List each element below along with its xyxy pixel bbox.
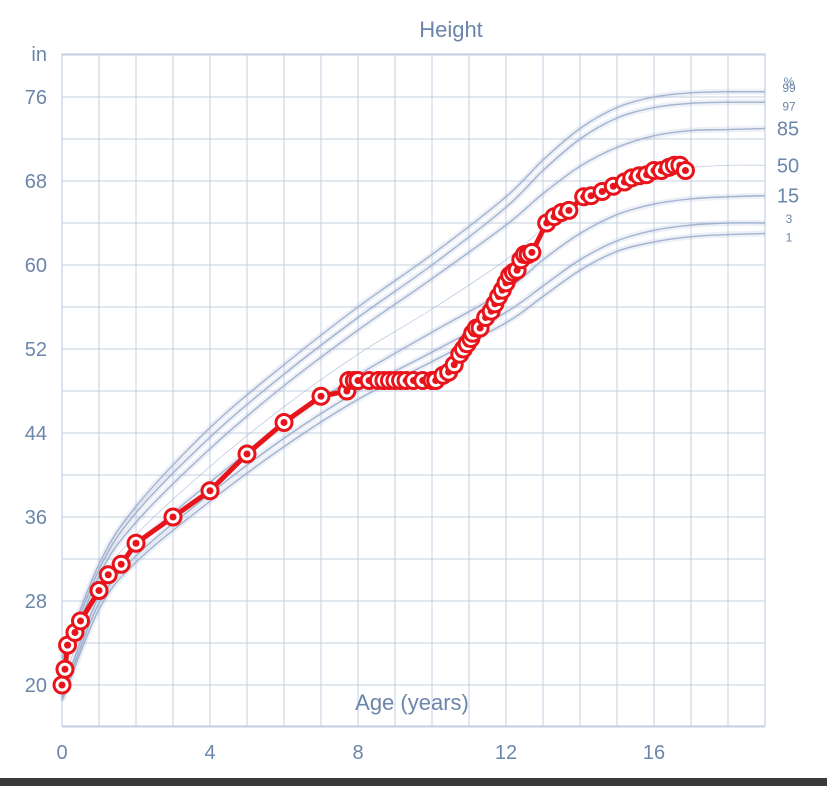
percentile-curve-97 bbox=[61, 101, 766, 665]
data-point-dot bbox=[77, 617, 84, 625]
data-point-dot bbox=[71, 629, 79, 636]
plot-frame bbox=[61, 53, 766, 727]
data-point-dot bbox=[58, 681, 66, 689]
chart-title: Height bbox=[419, 17, 483, 42]
data-point bbox=[274, 413, 294, 432]
x-tick-label: 16 bbox=[643, 742, 665, 764]
data-point-dot bbox=[169, 513, 177, 521]
data-point bbox=[71, 611, 90, 631]
data-point bbox=[89, 581, 109, 600]
percentile-label-99: 99 bbox=[782, 81, 796, 95]
data-point bbox=[52, 675, 72, 695]
percentile-band-85 bbox=[59, 125, 766, 673]
data-point-dot bbox=[61, 665, 69, 673]
data-point bbox=[200, 481, 220, 501]
y-tick-label: 36 bbox=[25, 507, 47, 529]
x-axis-title: Age (years) bbox=[355, 690, 469, 715]
percentile-label-3: 3 bbox=[786, 212, 793, 226]
grid bbox=[61, 53, 766, 728]
data-point-dot bbox=[317, 392, 325, 400]
x-tick-label: 12 bbox=[495, 742, 517, 764]
data-point-dot bbox=[450, 361, 458, 369]
data-point-dot bbox=[64, 641, 72, 649]
percentile-curve-85 bbox=[61, 127, 766, 672]
data-point-dot bbox=[104, 571, 112, 579]
data-point-dot bbox=[117, 560, 125, 568]
data-point-dot bbox=[528, 248, 536, 256]
data-point-dot bbox=[95, 587, 103, 594]
data-point bbox=[675, 161, 695, 180]
data-point-dot bbox=[587, 192, 595, 200]
data-point-dot bbox=[354, 377, 362, 384]
axis-labels: 20 28 36 44 52 60 68 76 0 4 8 12 16 bbox=[25, 87, 665, 764]
data-point-dot bbox=[280, 419, 288, 426]
data-point-dot bbox=[476, 324, 484, 332]
data-point bbox=[55, 659, 75, 679]
data-point bbox=[98, 565, 118, 585]
data-point-dot bbox=[609, 182, 617, 190]
percentile-label-15: 15 bbox=[777, 186, 799, 208]
x-tick-label: 4 bbox=[204, 742, 215, 764]
y-tick-label: 20 bbox=[25, 675, 47, 697]
data-point-dot bbox=[132, 539, 140, 547]
data-point bbox=[522, 242, 542, 262]
data-point-dot bbox=[206, 487, 214, 495]
data-point bbox=[163, 507, 183, 527]
data-point-dot bbox=[598, 188, 606, 195]
x-tick-label: 8 bbox=[352, 742, 363, 764]
y-tick-label: 52 bbox=[25, 339, 47, 361]
data-point-dot bbox=[565, 206, 573, 214]
y-tick-label: 60 bbox=[25, 255, 47, 277]
patient-series bbox=[52, 155, 695, 695]
percentile-header: % bbox=[784, 75, 795, 89]
percentile-label-50: 50 bbox=[777, 155, 799, 177]
percentile-label-97: 97 bbox=[782, 99, 796, 113]
data-point-dot bbox=[681, 167, 689, 174]
percentile-label-85: 85 bbox=[777, 119, 799, 141]
y-axis-unit: in bbox=[31, 44, 47, 66]
x-tick-label: 0 bbox=[56, 742, 67, 764]
bottom-bar bbox=[0, 778, 827, 786]
data-point bbox=[126, 533, 146, 553]
y-tick-label: 68 bbox=[25, 171, 47, 193]
data-point bbox=[559, 200, 579, 220]
data-point-dot bbox=[243, 450, 251, 458]
y-tick-label: 28 bbox=[25, 591, 47, 613]
data-point bbox=[111, 554, 131, 574]
data-point bbox=[237, 444, 257, 464]
percentile-label-1: 1 bbox=[786, 231, 793, 245]
y-tick-label: 44 bbox=[25, 423, 47, 445]
series-line bbox=[59, 162, 688, 688]
percentile-curve-99 bbox=[61, 90, 766, 660]
data-point bbox=[311, 386, 331, 406]
y-tick-label: 76 bbox=[25, 87, 47, 109]
